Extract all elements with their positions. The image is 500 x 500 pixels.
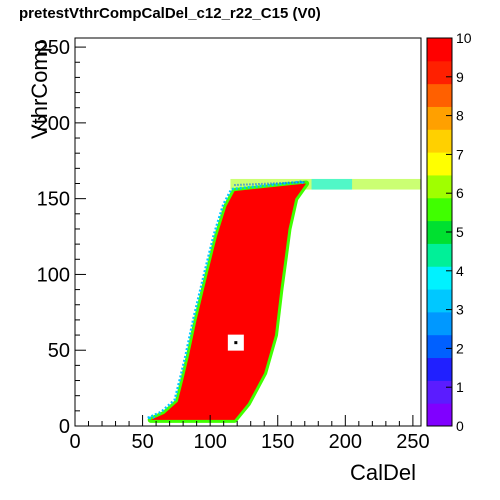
x-tick-label: 150 <box>261 431 294 453</box>
palette-band <box>427 60 452 85</box>
color-palette: 0 1 2 3 4 5 6 7 8 9 10 <box>426 30 472 434</box>
palette-tick-label: 9 <box>456 69 464 85</box>
palette-band <box>427 403 452 427</box>
saturated-region <box>150 183 307 420</box>
x-tick-label: 0 <box>69 431 80 453</box>
palette-tick-label: 5 <box>456 224 464 240</box>
masked-pixel-dot <box>234 341 238 345</box>
palette-band <box>427 311 452 336</box>
palette-tick-label: 2 <box>456 340 464 356</box>
chart-title: pretestVthrCompCalDel_c12_r22_C15 (V0) <box>19 5 321 22</box>
axes: 0 50 100 150 200 250 0 50 100 150 200 250 <box>37 37 430 453</box>
palette-tick-label: 10 <box>456 30 472 46</box>
palette-band <box>427 152 452 176</box>
palette-band <box>427 38 452 62</box>
y-tick-label: 150 <box>37 189 70 211</box>
palette-tick-label: 4 <box>456 263 464 279</box>
palette-band <box>427 220 452 244</box>
y-tick-label: 0 <box>59 416 70 438</box>
x-tick-label: 50 <box>131 431 153 453</box>
y-tick-label: 100 <box>37 264 70 286</box>
y-tick-label: 250 <box>37 37 70 59</box>
palette-band <box>427 174 452 199</box>
plateau-band-fade <box>311 178 353 190</box>
palette-band <box>427 197 452 222</box>
palette-band <box>427 83 452 107</box>
plot-area <box>75 38 421 426</box>
palette-band <box>427 129 452 153</box>
palette-band <box>427 289 452 313</box>
palette-tick-label: 8 <box>456 108 464 124</box>
x-tick-label: 200 <box>329 431 362 453</box>
y-axis-label: VthrComp <box>27 40 52 139</box>
palette-tick-label: 7 <box>456 146 464 162</box>
y-tick-label: 50 <box>48 340 70 362</box>
x-axis-label: CalDel <box>350 460 416 485</box>
plot-frame <box>74 37 422 427</box>
x-tick-label: 100 <box>193 431 226 453</box>
palette-tick-label: 6 <box>456 185 464 201</box>
palette-band <box>427 334 452 359</box>
palette-tick-label: 1 <box>456 379 464 395</box>
palette-band <box>427 243 452 267</box>
palette-tick-label: 3 <box>456 302 464 318</box>
palette-band <box>427 266 452 290</box>
palette-band <box>427 380 452 404</box>
palette-band <box>427 357 452 381</box>
palette-tick-label: 0 <box>456 418 464 434</box>
palette-band <box>427 106 452 130</box>
y-tick-label: 200 <box>37 113 70 135</box>
x-tick-label: 250 <box>396 431 429 453</box>
